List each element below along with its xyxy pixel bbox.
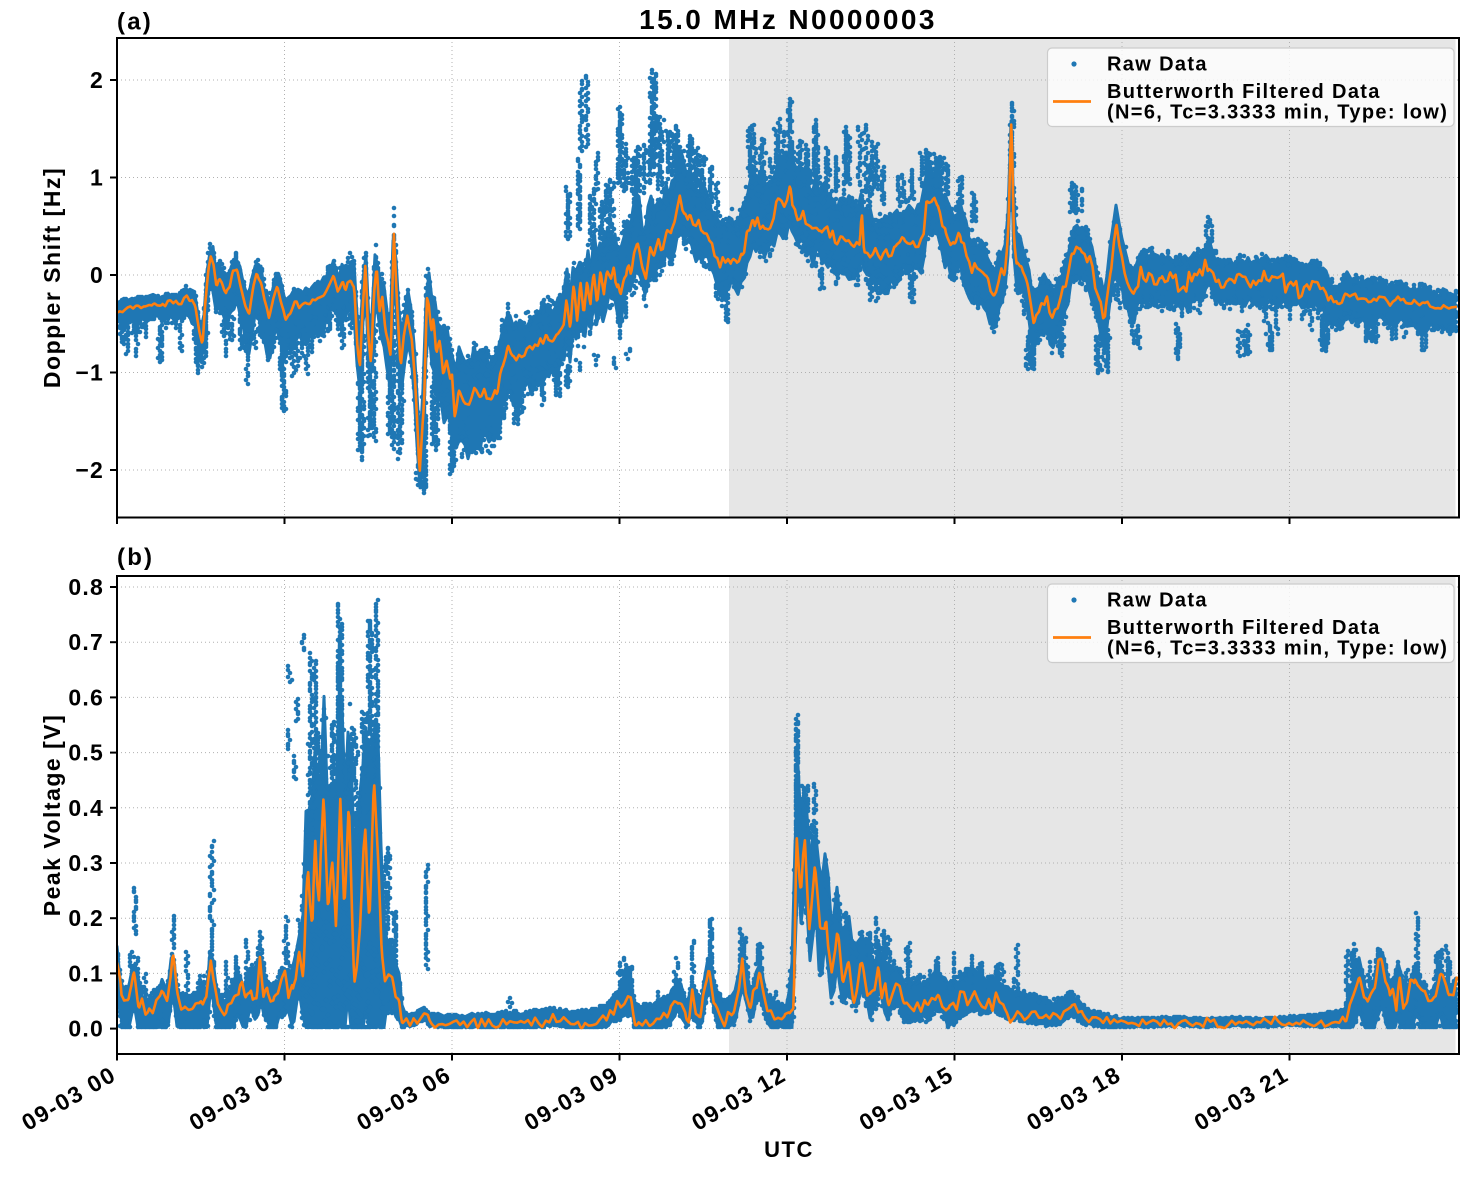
svg-text:15.0 MHz N0000003: 15.0 MHz N0000003 — [639, 4, 937, 35]
svg-text:(N=6, Tc=3.3333 min, Type: low: (N=6, Tc=3.3333 min, Type: low) — [1107, 102, 1448, 124]
svg-text:0.1: 0.1 — [68, 960, 104, 986]
svg-text:0: 0 — [90, 262, 104, 288]
svg-text:(b): (b) — [117, 544, 154, 571]
svg-text:1: 1 — [90, 165, 104, 191]
svg-text:−1: −1 — [75, 360, 104, 386]
svg-text:0.0: 0.0 — [68, 1016, 104, 1042]
svg-text:0.5: 0.5 — [68, 740, 104, 766]
svg-text:Butterworth Filtered Data: Butterworth Filtered Data — [1107, 81, 1381, 103]
svg-text:(N=6, Tc=3.3333 min, Type: low: (N=6, Tc=3.3333 min, Type: low) — [1107, 638, 1448, 660]
svg-text:Raw Data: Raw Data — [1107, 54, 1208, 76]
svg-text:Peak Voltage [V]: Peak Voltage [V] — [39, 714, 65, 917]
svg-text:0.4: 0.4 — [68, 795, 104, 821]
svg-text:0.2: 0.2 — [68, 905, 104, 931]
svg-text:UTC: UTC — [764, 1137, 814, 1162]
svg-text:Doppler Shift [Hz]: Doppler Shift [Hz] — [39, 167, 65, 388]
svg-text:0.8: 0.8 — [68, 574, 104, 600]
svg-text:(a): (a) — [117, 9, 153, 36]
svg-text:0.7: 0.7 — [68, 629, 104, 655]
svg-text:0.3: 0.3 — [68, 850, 104, 876]
svg-text:Raw Data: Raw Data — [1107, 590, 1208, 612]
svg-text:Butterworth Filtered Data: Butterworth Filtered Data — [1107, 617, 1381, 639]
svg-text:−2: −2 — [75, 457, 104, 483]
svg-text:0.6: 0.6 — [68, 684, 104, 710]
svg-text:2: 2 — [90, 67, 104, 93]
